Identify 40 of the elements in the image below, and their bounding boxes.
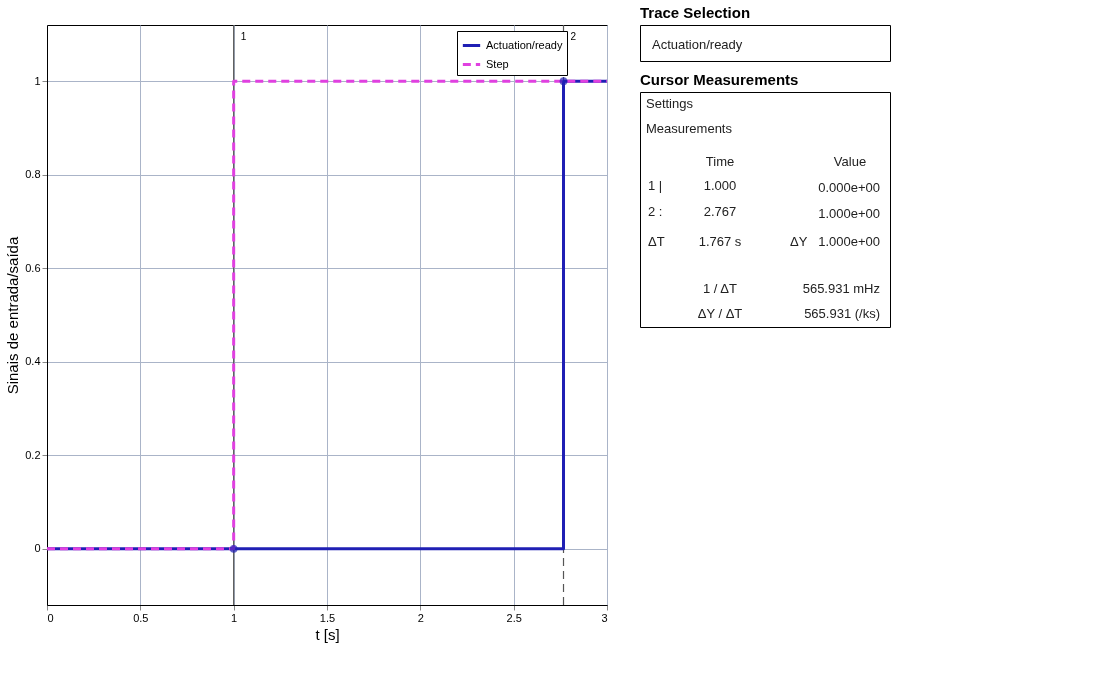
annotation: 2 bbox=[570, 31, 577, 42]
legend-label: Actuation/ready bbox=[486, 38, 563, 51]
text: ΔY bbox=[790, 234, 808, 249]
x-tick-label: 0.5 bbox=[133, 611, 149, 624]
legend-label: Step bbox=[486, 57, 509, 70]
x-tick-label: 1 bbox=[231, 611, 238, 624]
text: 0.000e+00 bbox=[818, 180, 880, 195]
text: 565.931 (/ks) bbox=[804, 306, 880, 321]
text: 1.000e+00 bbox=[818, 206, 880, 221]
y-tick-label: 0.8 bbox=[25, 168, 41, 181]
x-tick-label: 2.5 bbox=[506, 611, 522, 624]
text: Trace Selection bbox=[640, 4, 751, 21]
text: ΔT bbox=[648, 234, 665, 249]
y-tick-label: 0.6 bbox=[25, 261, 41, 274]
x-axis-title: t [s] bbox=[315, 625, 340, 643]
text: 2.767 bbox=[703, 204, 737, 219]
text: 565.931 mHz bbox=[802, 281, 880, 296]
text: Value bbox=[833, 154, 867, 169]
text: 1 / ΔT bbox=[703, 281, 738, 296]
annotation: 1 bbox=[240, 31, 247, 42]
y-tick-label: 0.4 bbox=[25, 355, 41, 368]
text: Time bbox=[705, 154, 735, 169]
text: 1.767 s bbox=[698, 234, 742, 249]
text: 1 | bbox=[648, 178, 663, 193]
text: Actuation/ready bbox=[652, 37, 743, 52]
text: ΔY / ΔT bbox=[697, 306, 743, 321]
text: Settings bbox=[646, 96, 694, 111]
text: Cursor Measurements bbox=[640, 71, 799, 88]
text: 1.000e+00 bbox=[818, 234, 880, 249]
x-tick-label: 1.5 bbox=[319, 611, 336, 624]
x-tick-label: 2 bbox=[417, 611, 424, 624]
x-tick-label: 3 bbox=[601, 611, 608, 624]
y-tick-label: 0 bbox=[34, 542, 41, 555]
text: 2 : bbox=[648, 204, 663, 219]
text: Measurements bbox=[646, 121, 733, 136]
y-axis-title: Sinais de entrada/saída bbox=[4, 236, 22, 395]
text: 1.000 bbox=[703, 178, 737, 193]
x-tick-label: 0 bbox=[47, 611, 54, 624]
y-tick-label: 1 bbox=[34, 74, 41, 87]
y-tick-label: 0.2 bbox=[25, 448, 41, 461]
